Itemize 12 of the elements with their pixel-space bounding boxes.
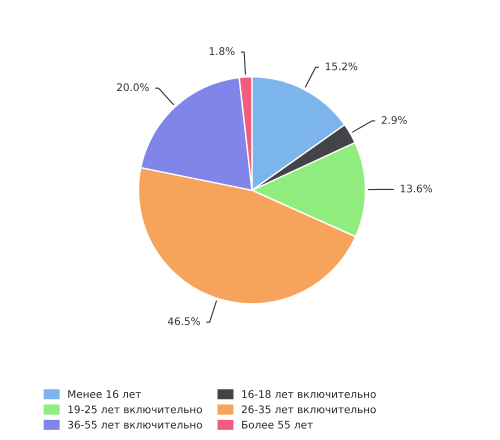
legend-label: Менее 16 лет bbox=[68, 390, 142, 398]
legend-label: Более 55 лет bbox=[242, 420, 313, 429]
legend-label: 36-55 лет включительно bbox=[68, 420, 202, 429]
data-label: 46.5% bbox=[168, 317, 200, 326]
legend-label: 26-35 лет включительно bbox=[242, 405, 376, 414]
data-label: 2.9% bbox=[382, 116, 407, 124]
legend-label: 19-25 лет включительно bbox=[68, 405, 202, 414]
legend-label: 16-18 лет включительно bbox=[242, 390, 376, 398]
data-label: 1.8% bbox=[210, 47, 235, 56]
data-label: 15.2% bbox=[326, 62, 358, 70]
data-label: 20.0% bbox=[117, 83, 149, 92]
data-label: 13.6% bbox=[400, 184, 432, 192]
